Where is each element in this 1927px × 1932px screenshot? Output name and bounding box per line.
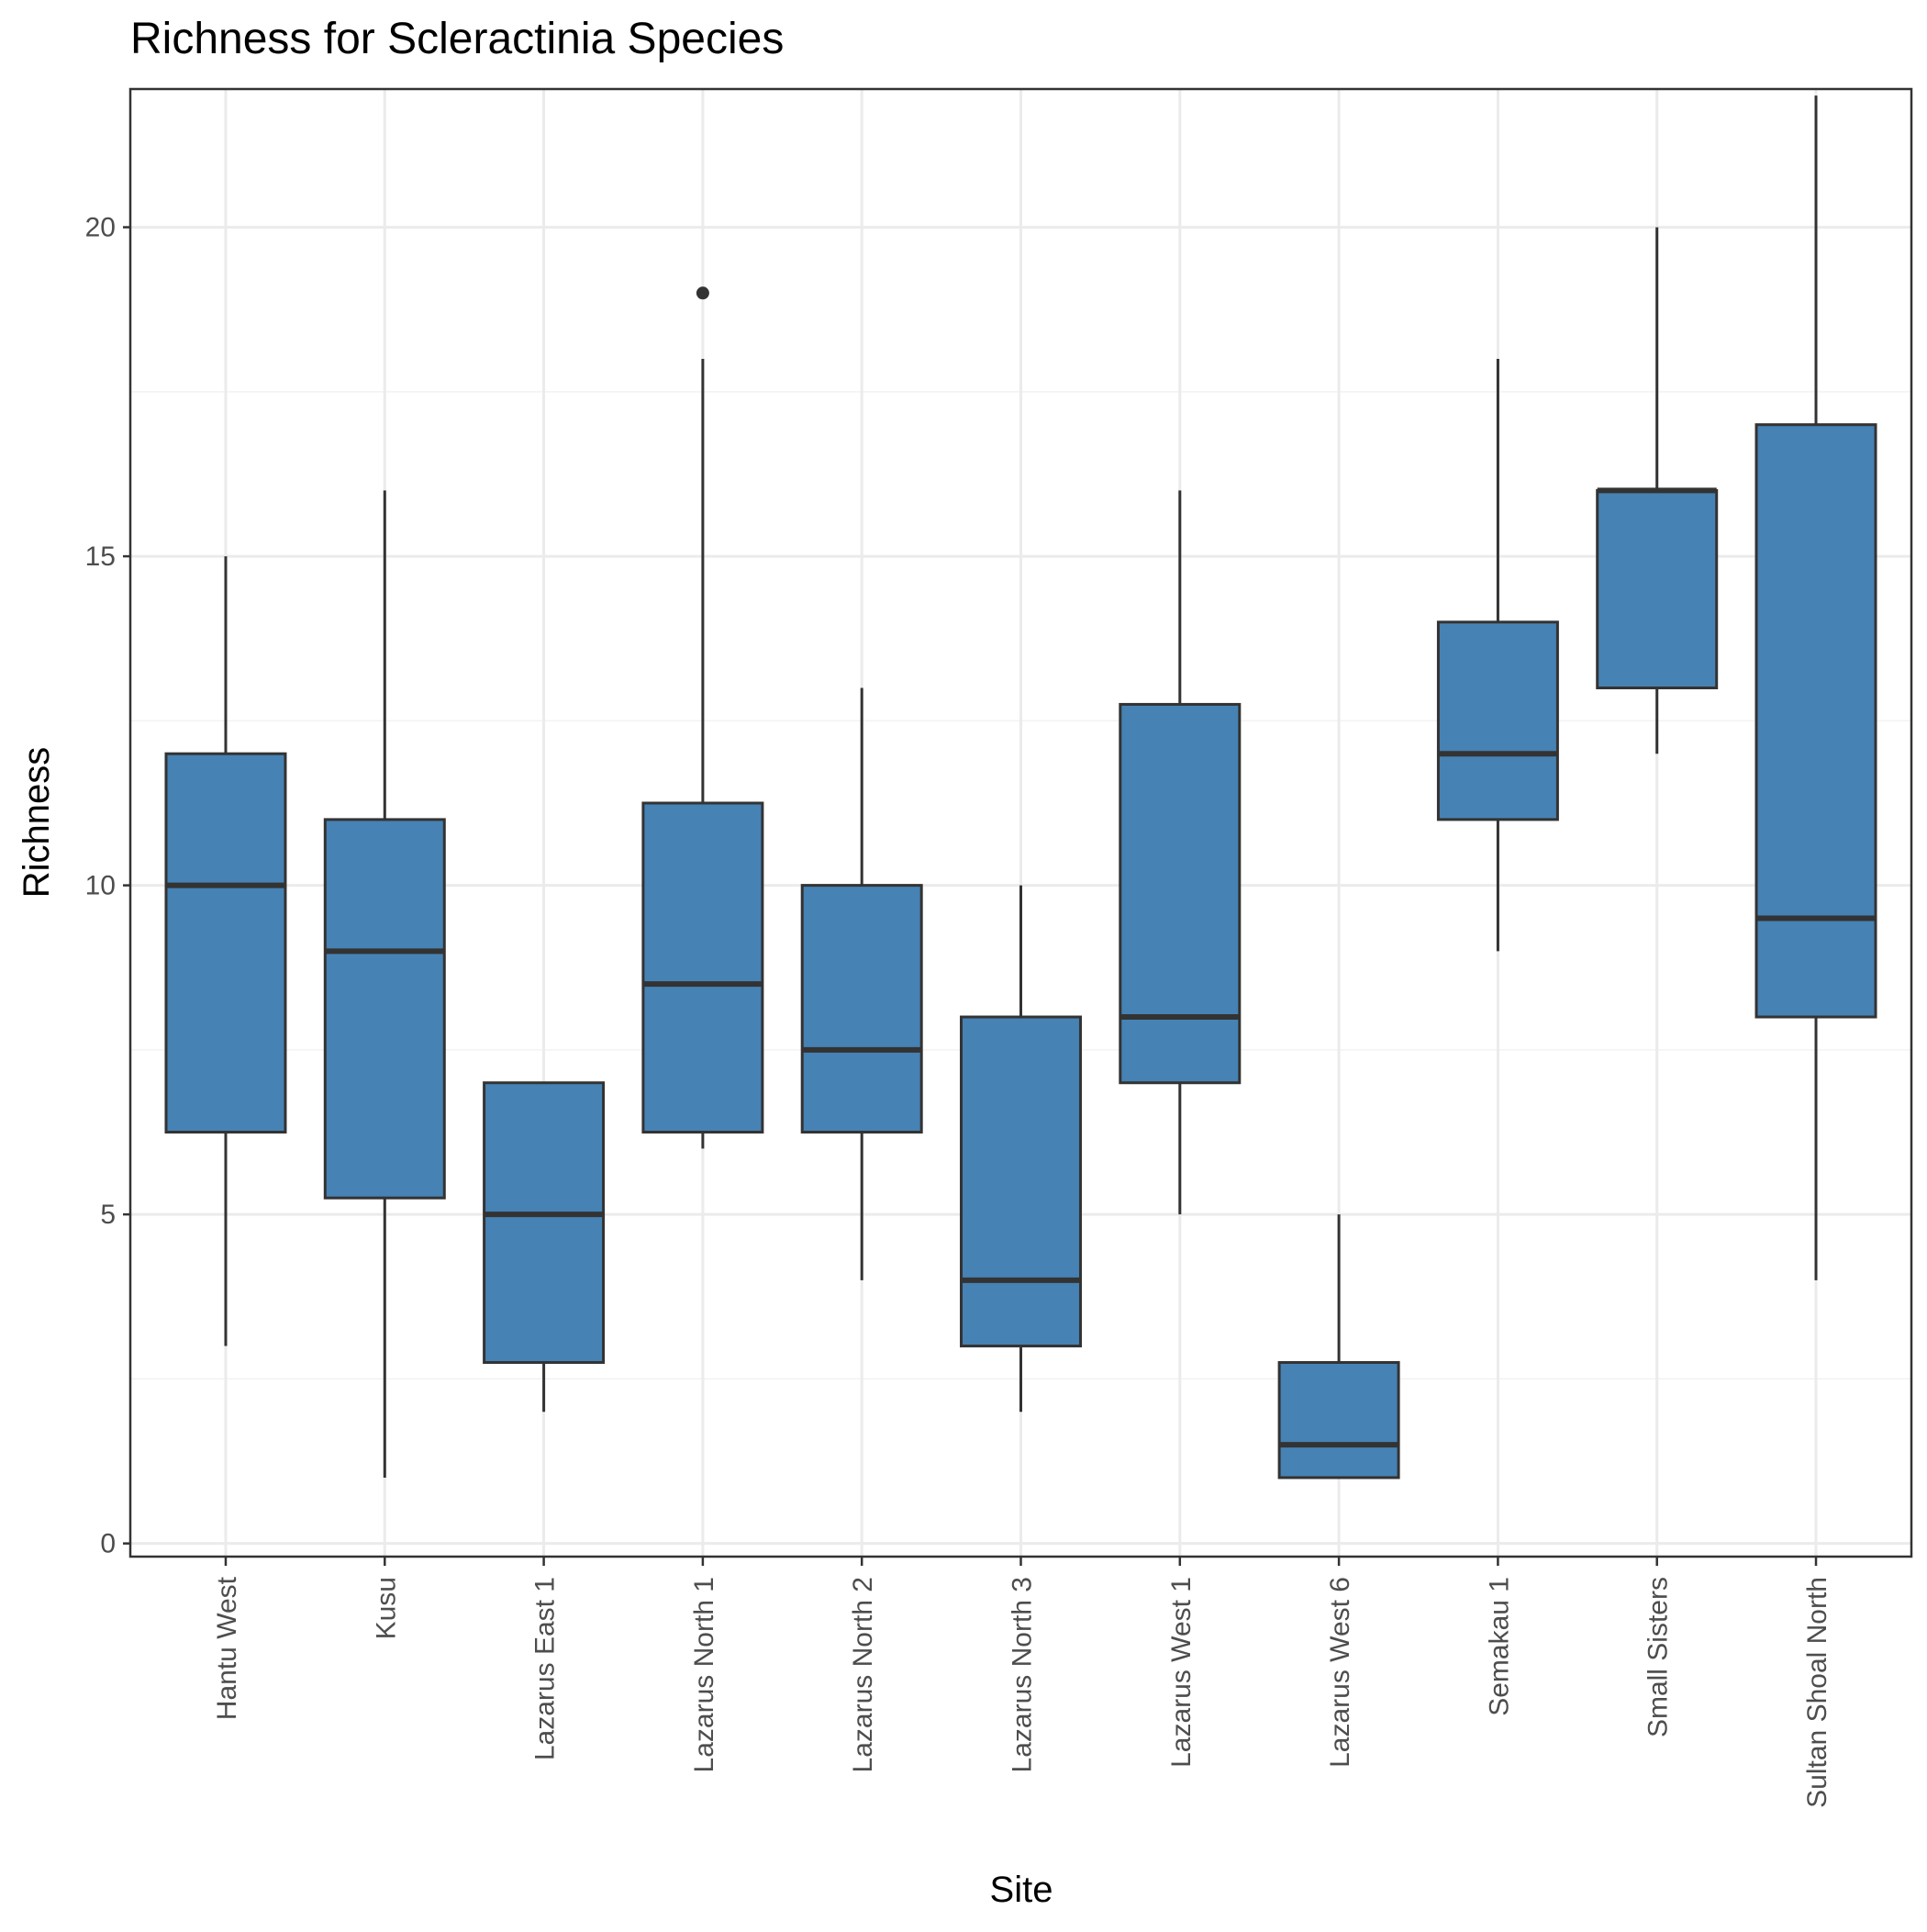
- y-tick-label: 0: [100, 1529, 116, 1559]
- box-iqr: [164, 752, 287, 1134]
- box-iqr: [1754, 423, 1877, 1019]
- y-tick-label: 15: [85, 542, 116, 572]
- x-tick-label: Sultan Shoal North: [1802, 1577, 1832, 1808]
- y-axis: 0 5 10 15 20: [85, 213, 130, 1559]
- box-iqr: [1436, 620, 1559, 821]
- x-tick-label: Lazarus West 6: [1325, 1577, 1355, 1768]
- box-lazarus-north-2: [800, 687, 923, 1280]
- box-kusu: [323, 490, 446, 1478]
- box-iqr: [800, 884, 923, 1134]
- y-tick-label: 10: [85, 871, 116, 901]
- box-iqr: [1596, 488, 1719, 690]
- box-lazarus-north-3: [960, 885, 1082, 1413]
- x-tick-label: Lazarus East 1: [530, 1577, 561, 1760]
- box-iqr: [323, 818, 446, 1200]
- x-axis-title: Site: [990, 1870, 1053, 1910]
- y-tick-label: 5: [100, 1200, 116, 1230]
- x-tick-label: Lazarus North 3: [1008, 1577, 1038, 1772]
- x-axis: Hantu West Kusu Lazarus East 1 Lazarus Nort…: [212, 1557, 1832, 1808]
- x-tick-label: Kusu: [371, 1577, 401, 1639]
- box-lazarus-east-1: [483, 1081, 606, 1413]
- box-small-sisters: [1596, 227, 1719, 754]
- box-iqr: [960, 1015, 1082, 1348]
- box-sultan-shoal-north: [1754, 95, 1877, 1280]
- box-lazarus-north-1: [641, 286, 764, 1149]
- x-tick-label: Lazarus North 1: [689, 1577, 719, 1772]
- chart-title: Richness for Scleractinia Species: [130, 15, 784, 63]
- box-lazarus-west-1: [1119, 490, 1242, 1215]
- box-iqr: [1277, 1360, 1400, 1480]
- x-tick-label: Lazarus North 2: [848, 1577, 878, 1772]
- y-axis-title: Richness: [17, 747, 57, 899]
- box-iqr: [641, 801, 764, 1134]
- boxes: [164, 95, 1877, 1480]
- outlier-point: [696, 286, 709, 300]
- x-tick-label: Small Sisters: [1643, 1577, 1674, 1737]
- box-hantu-west: [164, 556, 287, 1346]
- y-tick-label: 20: [85, 213, 116, 243]
- x-tick-label: Hantu West: [212, 1576, 242, 1720]
- box-iqr: [1119, 702, 1242, 1085]
- x-tick-label: Lazarus West 1: [1166, 1577, 1197, 1768]
- box-semakau-1: [1436, 358, 1559, 952]
- box-iqr: [483, 1081, 606, 1364]
- box-lazarus-west-6: [1277, 1214, 1400, 1480]
- x-tick-label: Semakau 1: [1484, 1577, 1514, 1716]
